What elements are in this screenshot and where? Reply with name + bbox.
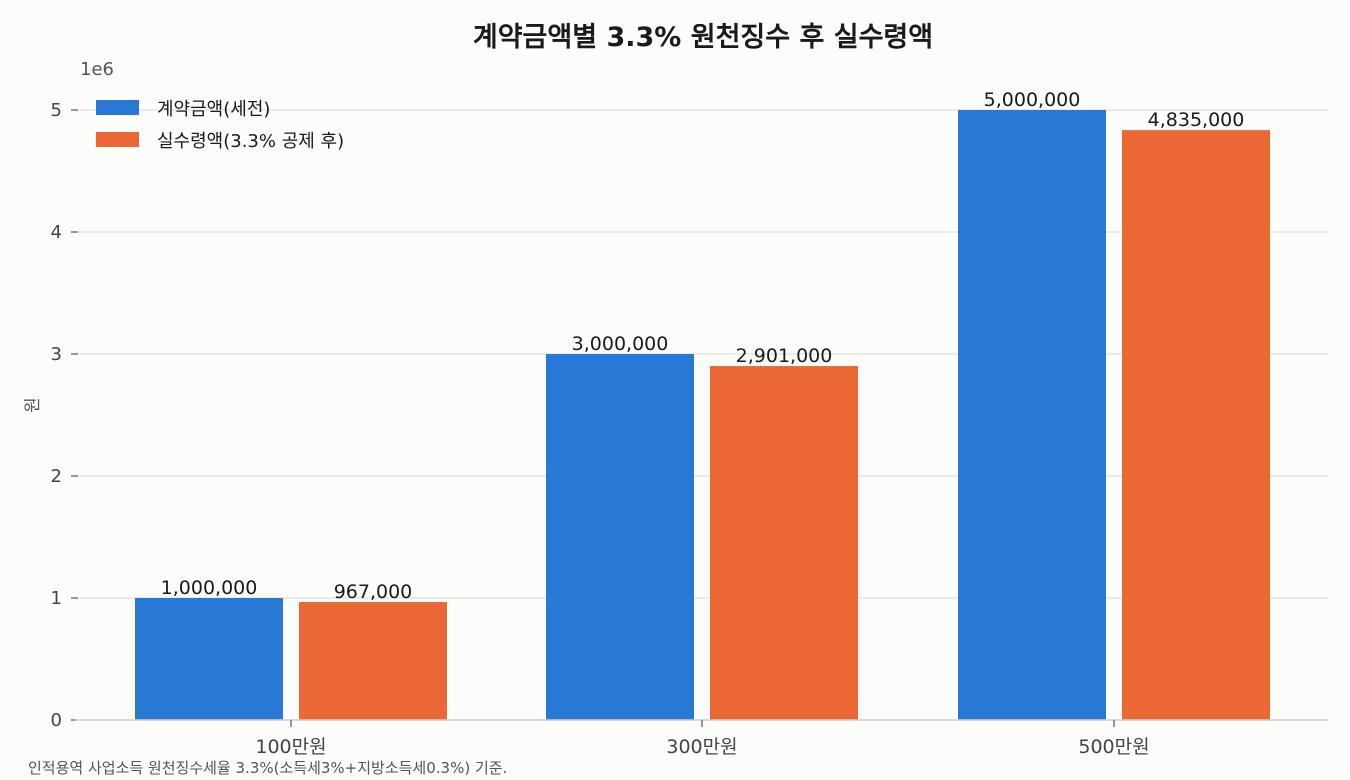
y-tick-label: 1 bbox=[51, 588, 62, 609]
bar-value-label: 5,000,000 bbox=[984, 89, 1081, 111]
bar-contract-2 bbox=[958, 110, 1106, 720]
bar-value-label: 4,835,000 bbox=[1148, 109, 1245, 131]
y-tick-label: 5 bbox=[51, 100, 62, 121]
y-tick-label: 0 bbox=[51, 710, 62, 731]
x-tick-label: 500만원 bbox=[1078, 736, 1149, 758]
bars bbox=[135, 110, 1270, 720]
y-axis-offset-label: 1e6 bbox=[80, 59, 114, 80]
bar-contract-1 bbox=[546, 354, 694, 720]
legend-label: 계약금액(세전) bbox=[157, 99, 270, 120]
bar-value-label: 967,000 bbox=[334, 581, 413, 603]
bar-net-1 bbox=[710, 366, 858, 720]
y-tick-label: 2 bbox=[51, 466, 62, 487]
chart-title: 계약금액별 3.3% 원천징수 후 실수령액 bbox=[473, 22, 933, 53]
x-tick-label: 100만원 bbox=[255, 736, 326, 758]
y-tick-label: 3 bbox=[51, 344, 62, 365]
axes: 0 1 2 3 4 5 100만원 300만원 500만원 bbox=[51, 100, 1328, 758]
bar-net-0 bbox=[299, 602, 447, 720]
legend-swatch bbox=[96, 100, 139, 115]
footnote: 인적용역 사업소득 원천징수세율 3.3%(소득세3%+지방소득세0.3%) 기… bbox=[28, 759, 507, 777]
bar-value-label: 2,901,000 bbox=[736, 345, 833, 367]
bar-value-label: 1,000,000 bbox=[161, 577, 258, 599]
y-tick-label: 4 bbox=[51, 222, 62, 243]
data-labels: 1,000,000 967,000 3,000,000 2,901,000 5,000,… bbox=[161, 89, 1245, 603]
legend: 계약금액(세전) 실수령액(3.3% 공제 후) bbox=[96, 99, 344, 152]
x-tick-label: 300만원 bbox=[666, 736, 737, 758]
bar-net-2 bbox=[1122, 130, 1270, 720]
legend-swatch bbox=[96, 132, 139, 147]
legend-label: 실수령액(3.3% 공제 후) bbox=[157, 131, 344, 152]
y-axis-label: 원 bbox=[23, 397, 43, 413]
grid-lines bbox=[79, 109, 1328, 599]
bar-value-label: 3,000,000 bbox=[572, 333, 669, 355]
bar-contract-0 bbox=[135, 598, 283, 720]
